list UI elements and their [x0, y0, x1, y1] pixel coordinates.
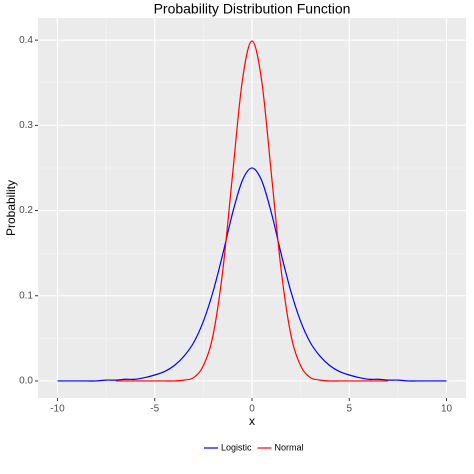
y-tick-label: 0.4 [19, 35, 33, 46]
legend-label: Normal [275, 442, 304, 452]
legend-label: Logistic [221, 442, 252, 452]
x-tick-label: -10 [50, 404, 65, 415]
y-axis-title: Probability [4, 180, 18, 236]
y-tick-label: 0.2 [19, 205, 33, 216]
series-line [57, 167, 447, 382]
y-tick-label: 0.0 [19, 376, 33, 387]
chart-title: Probability Distribution Function [154, 1, 351, 17]
y-tick-label: 0.3 [19, 120, 33, 131]
x-tick-label: 10 [441, 404, 453, 415]
lines [57, 40, 447, 382]
series-line [115, 40, 389, 382]
x-tick-label: 0 [249, 404, 255, 415]
y-tick-label: 0.1 [19, 290, 33, 301]
legend: Logistic Normal [204, 442, 304, 452]
x-tick-label: 5 [346, 404, 352, 415]
x-tick-label: -5 [150, 404, 159, 415]
x-axis-title: x [249, 414, 255, 428]
grid [38, 18, 466, 398]
